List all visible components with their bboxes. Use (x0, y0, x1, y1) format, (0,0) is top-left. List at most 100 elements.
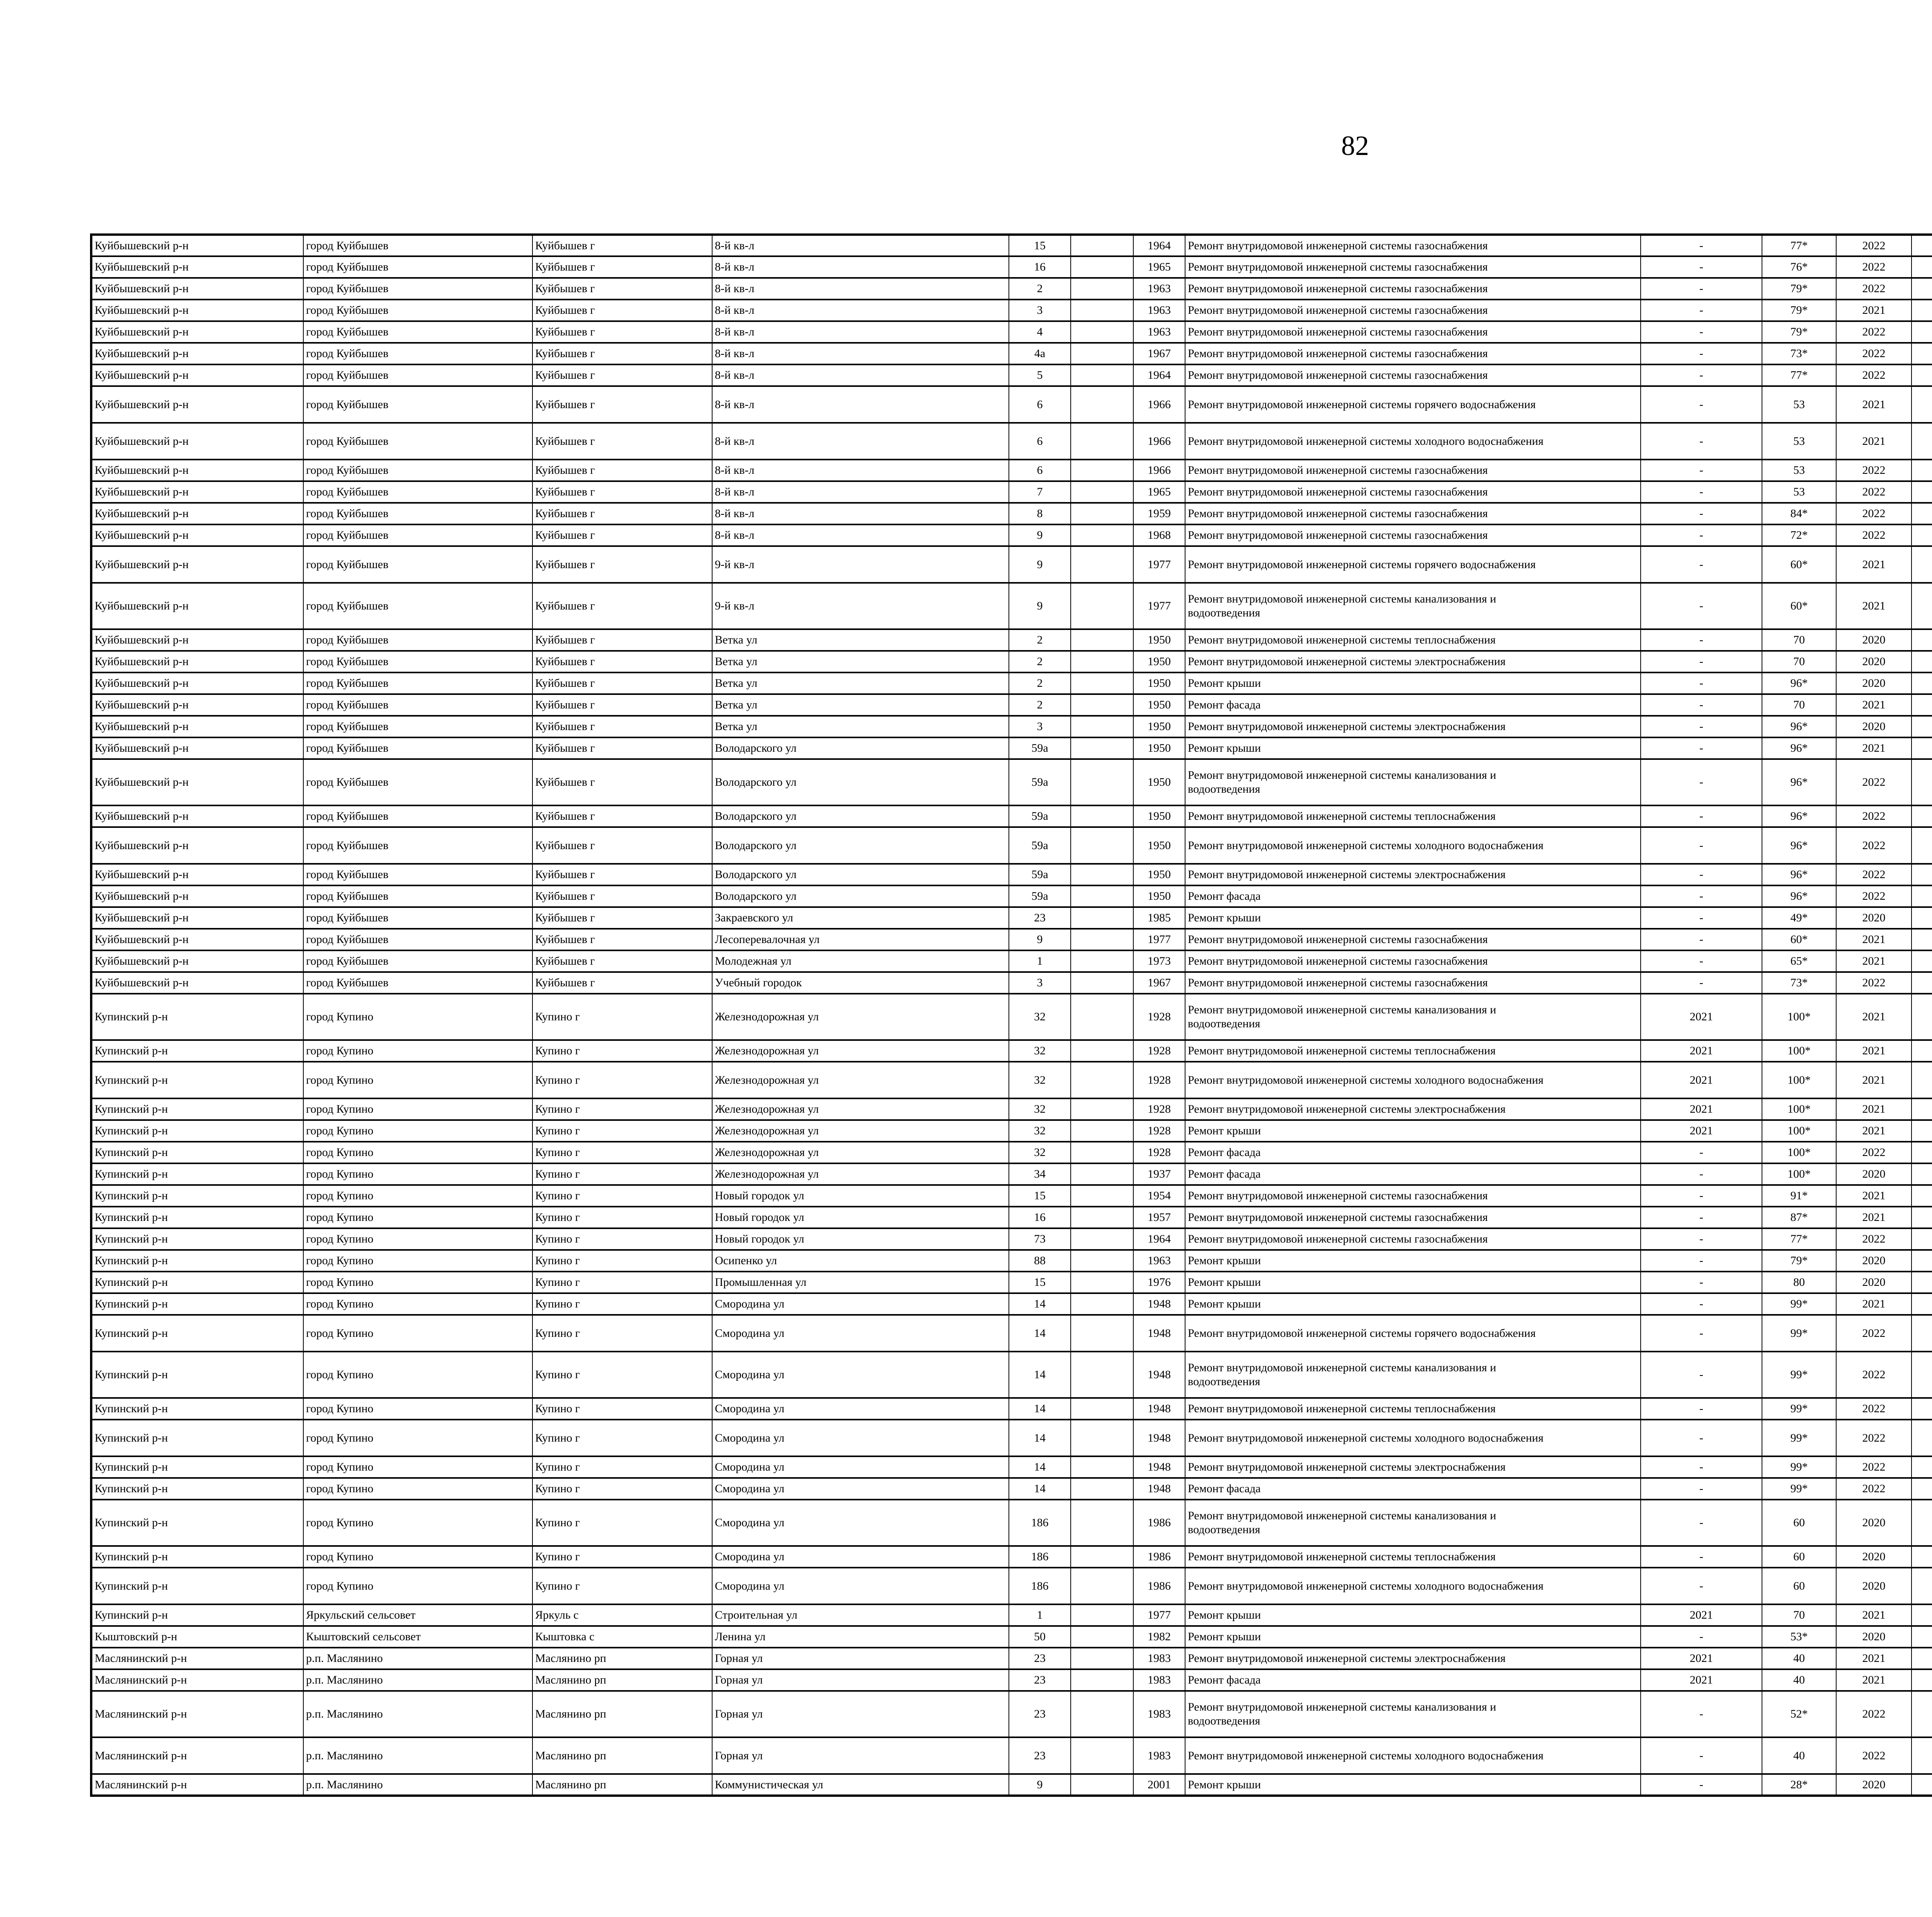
cell-year-start: 2020 (1836, 715, 1912, 738)
cell-city: город Купино (303, 1163, 533, 1186)
cell-settlement: Купино г (532, 1477, 713, 1500)
cell-district: Купинский р-н (91, 993, 304, 1041)
table-row: Куйбышевский р-н город Куйбышев Куйбышев г… (91, 582, 1932, 630)
table-row: Куйбышевский р-н город Куйбышев Куйбышев г… (91, 758, 1932, 806)
cell-year-end: 2021 (1911, 1098, 1932, 1121)
cell-street: Володарского ул (712, 758, 1009, 806)
cell-plan-year: - (1640, 1477, 1762, 1500)
cell-street: Смородина ул (712, 1292, 1009, 1316)
cell-house-number: 3 (1009, 715, 1071, 738)
cell-blank (1070, 320, 1134, 344)
cell-district: Купинский р-н (91, 1098, 304, 1121)
cell-district: Куйбышевский р-н (91, 459, 304, 482)
cell-plan-year: - (1640, 1567, 1762, 1605)
cell-street: Горная ул (712, 1737, 1009, 1775)
cell-street: Железнодорожная ул (712, 1039, 1009, 1062)
cell-plan-year: - (1640, 1206, 1762, 1229)
cell-plan-year: - (1640, 1292, 1762, 1316)
cell-street: Володарского ул (712, 737, 1009, 760)
cell-year-start: 2022 (1836, 1141, 1912, 1164)
cell-city: город Куйбышев (303, 693, 533, 717)
cell-plan-year: - (1640, 277, 1762, 300)
cell-house-number: 9 (1009, 1773, 1071, 1796)
cell-settlement: Куйбышев г (532, 255, 713, 279)
cell-year-built: 1950 (1133, 715, 1185, 738)
cell-district: Куйбышевский р-н (91, 971, 304, 994)
cell-year-end: 2022 (1911, 234, 1932, 257)
cell-blank (1070, 422, 1134, 460)
cell-year-start: 2021 (1836, 582, 1912, 630)
cell-district: Купинский р-н (91, 1351, 304, 1399)
table-row: Купинский р-н город Купино Купино г Железно… (91, 1119, 1932, 1142)
cell-plan-year: 2021 (1640, 1039, 1762, 1062)
cell-year-built: 1977 (1133, 1604, 1185, 1627)
cell-year-end: 2022 (1911, 693, 1932, 717)
cell-city: город Куйбышев (303, 277, 533, 300)
table-row: Кыштовский р-н Кыштовский сельсовет Кыштов… (91, 1625, 1932, 1648)
cell-settlement: Куйбышев г (532, 971, 713, 994)
cell-settlement: Купино г (532, 1271, 713, 1294)
cell-readiness-percent: 60 (1762, 1499, 1837, 1547)
cell-district: Куйбышевский р-н (91, 342, 304, 365)
cell-year-built: 1950 (1133, 693, 1185, 717)
cell-settlement: Купино г (532, 1227, 713, 1251)
cell-city: город Купино (303, 1098, 533, 1121)
cell-plan-year: - (1640, 863, 1762, 886)
cell-blank (1070, 1184, 1134, 1207)
cell-district: Купинский р-н (91, 1061, 304, 1099)
cell-district: Кыштовский р-н (91, 1625, 304, 1648)
cell-year-built: 1928 (1133, 1141, 1185, 1164)
cell-plan-year: - (1640, 1163, 1762, 1186)
table-row: Купинский р-н город Купино Купино г Новый г… (91, 1227, 1932, 1251)
cell-readiness-percent: 40 (1762, 1647, 1837, 1670)
cell-year-built: 1948 (1133, 1456, 1185, 1479)
cell-plan-year: - (1640, 234, 1762, 257)
cell-district: Купинский р-н (91, 1456, 304, 1479)
cell-repair-type: Ремонт внутридомовой инженерной системы … (1185, 650, 1641, 673)
cell-readiness-percent: 70 (1762, 693, 1837, 717)
cell-readiness-percent: 96* (1762, 885, 1837, 908)
cell-year-built: 1948 (1133, 1419, 1185, 1457)
cell-year-start: 2022 (1836, 459, 1912, 482)
cell-plan-year: - (1640, 422, 1762, 460)
cell-district: Маслянинский р-н (91, 1690, 304, 1738)
cell-year-start: 2020 (1836, 1773, 1912, 1796)
cell-street: Ветка ул (712, 715, 1009, 738)
cell-year-start: 2021 (1836, 928, 1912, 951)
cell-district: Купинский р-н (91, 1314, 304, 1352)
cell-readiness-percent: 52* (1762, 1690, 1837, 1738)
cell-street: 8-й кв-л (712, 277, 1009, 300)
cell-street: Новый городок ул (712, 1184, 1009, 1207)
cell-street: Володарского ул (712, 805, 1009, 828)
cell-blank (1070, 1206, 1134, 1229)
table-row: Купинский р-н город Купино Купино г Железно… (91, 1061, 1932, 1099)
cell-year-start: 2022 (1836, 1690, 1912, 1738)
cell-year-built: 1964 (1133, 364, 1185, 387)
cell-readiness-percent: 40 (1762, 1668, 1837, 1692)
cell-house-number: 9 (1009, 928, 1071, 951)
cell-repair-type: Ремонт фасада (1185, 693, 1641, 717)
cell-city: город Куйбышев (303, 582, 533, 630)
table-row: Купинский р-н город Купино Купино г Железно… (91, 1163, 1932, 1186)
cell-blank (1070, 1499, 1134, 1547)
cell-plan-year: 2021 (1640, 1119, 1762, 1142)
cell-house-number: 23 (1009, 1737, 1071, 1775)
cell-street: 8-й кв-л (712, 480, 1009, 504)
cell-year-end: 2021 (1911, 1499, 1932, 1547)
cell-house-number: 2 (1009, 693, 1071, 717)
cell-repair-type: Ремонт крыши (1185, 737, 1641, 760)
cell-district: Куйбышевский р-н (91, 906, 304, 930)
cell-year-start: 2021 (1836, 299, 1912, 322)
cell-city: город Купино (303, 1456, 533, 1479)
cell-house-number: 8 (1009, 502, 1071, 525)
cell-blank (1070, 1567, 1134, 1605)
cell-year-end: 2022 (1911, 1419, 1932, 1457)
cell-house-number: 1 (1009, 1604, 1071, 1627)
cell-street: 9-й кв-л (712, 582, 1009, 630)
cell-readiness-percent: 96* (1762, 758, 1837, 806)
table-row: Куйбышевский р-н город Куйбышев Куйбышев г… (91, 299, 1932, 322)
cell-year-start: 2020 (1836, 1271, 1912, 1294)
cell-readiness-percent: 28* (1762, 1773, 1837, 1796)
cell-readiness-percent: 91* (1762, 1184, 1837, 1207)
cell-plan-year: - (1640, 1456, 1762, 1479)
